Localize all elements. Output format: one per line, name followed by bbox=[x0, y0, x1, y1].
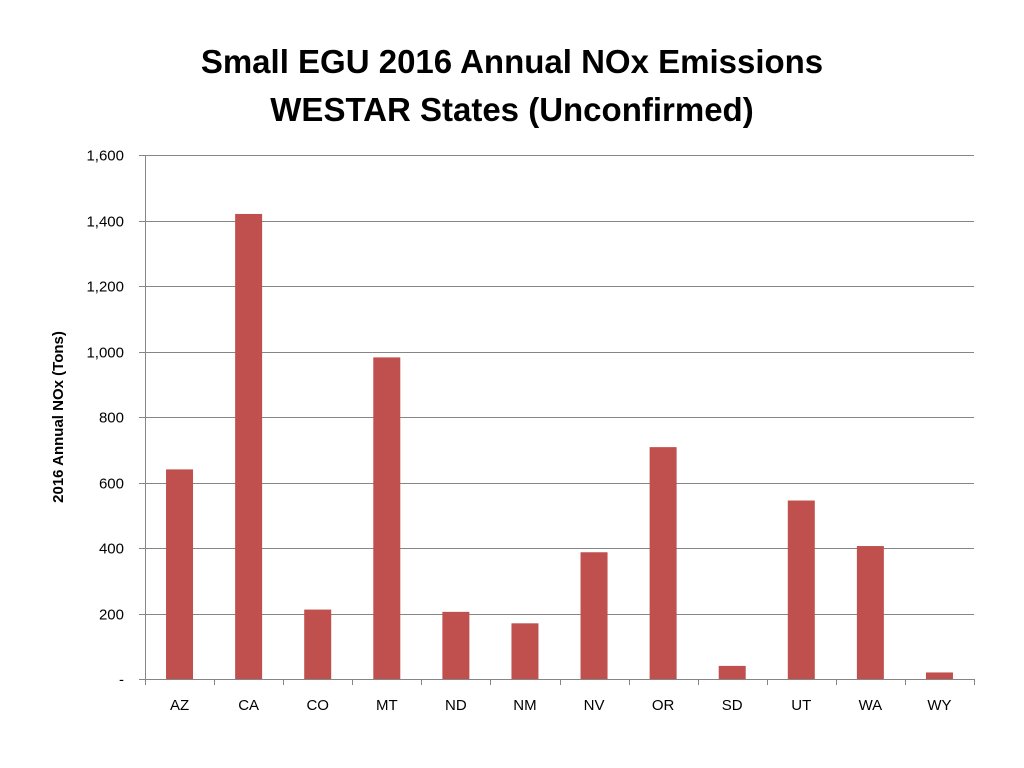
y-tick-label-1400: 1,400 bbox=[86, 214, 124, 231]
bar-CA bbox=[235, 213, 263, 679]
x-tick-label-CA: CA bbox=[238, 697, 259, 714]
y-tick-label-1000: 1,000 bbox=[86, 345, 124, 362]
axes bbox=[139, 155, 975, 685]
bar-OR bbox=[649, 447, 677, 679]
y-axis-title: 2016 Annual NOx (Tons) bbox=[50, 331, 67, 503]
bar-NM bbox=[511, 623, 539, 679]
bars bbox=[166, 213, 953, 679]
x-tick-label-MT: MT bbox=[376, 697, 398, 714]
y-tick-label-0: - bbox=[119, 672, 124, 689]
x-tick-label-SD: SD bbox=[722, 697, 743, 714]
y-tick-label-600: 600 bbox=[99, 476, 124, 493]
x-tick-label-ND: ND bbox=[445, 697, 467, 714]
chart-title-block: Small EGU 2016 Annual NOx Emissions WEST… bbox=[0, 38, 1024, 134]
bar-AZ bbox=[166, 469, 194, 679]
x-tick-label-CO: CO bbox=[306, 697, 329, 714]
bar-SD bbox=[718, 665, 746, 679]
y-tick-label-800: 800 bbox=[99, 410, 124, 427]
y-tick-label-1200: 1,200 bbox=[86, 279, 124, 296]
bar-ND bbox=[442, 611, 470, 679]
bar-CO bbox=[304, 609, 332, 679]
x-tick-label-OR: OR bbox=[652, 697, 675, 714]
gridlines bbox=[145, 155, 974, 615]
bar-NV bbox=[580, 552, 608, 679]
tick-labels: - 200 400 600 800 1,000 1,200 1,400 1,600 AZ CA CO M… bbox=[86, 148, 951, 715]
y-tick-label-1600: 1,600 bbox=[86, 148, 124, 165]
bar-WA bbox=[856, 546, 884, 679]
x-tick-label-AZ: AZ bbox=[170, 697, 189, 714]
bar-UT bbox=[787, 500, 815, 679]
x-tick-label-UT: UT bbox=[791, 697, 811, 714]
x-tick-label-NM: NM bbox=[513, 697, 536, 714]
bar-MT bbox=[373, 357, 401, 679]
y-tick-label-200: 200 bbox=[99, 607, 124, 624]
x-tick-label-WA: WA bbox=[859, 697, 883, 714]
y-tick-label-400: 400 bbox=[99, 541, 124, 558]
chart-subtitle: WESTAR States (Unconfirmed) bbox=[270, 91, 754, 128]
x-tick-label-WY: WY bbox=[927, 697, 951, 714]
chart-title: Small EGU 2016 Annual NOx Emissions bbox=[200, 43, 824, 80]
x-tick-label-NV: NV bbox=[584, 697, 605, 714]
bar-WY bbox=[925, 672, 953, 679]
